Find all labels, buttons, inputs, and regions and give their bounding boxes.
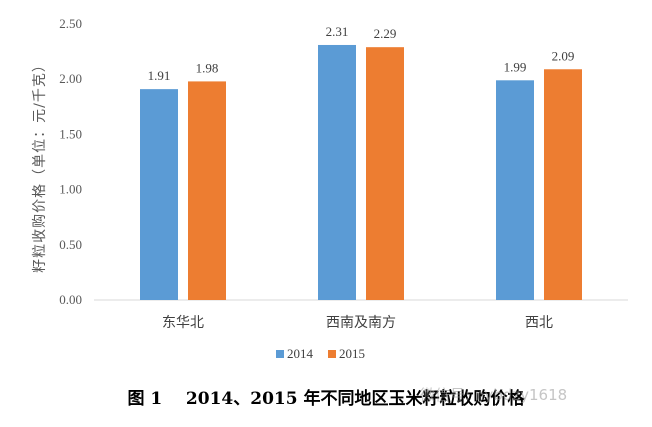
figure-caption: 图 1 2014、2015 年不同地区玉米籽粒收购价格 — [127, 389, 525, 409]
legend-label: 2015 — [339, 346, 365, 361]
bar-2015-1 — [366, 47, 404, 301]
y-tick-label: 1.00 — [59, 182, 82, 197]
category-label: 西南及南方 — [326, 315, 396, 331]
legend: 2014 2015 — [276, 346, 365, 361]
bar-2014-0 — [140, 89, 178, 300]
bar-2014-1 — [318, 44, 356, 301]
watermark: 微信号: nybdzy1618 — [420, 386, 568, 404]
category-label: 东华北 — [162, 315, 204, 331]
y-axis-label: 籽粒收购价格（单位：元/千克） — [32, 57, 48, 273]
data-label: 1.91 — [148, 68, 171, 83]
category-label: 西北 — [525, 315, 553, 331]
data-label: 2.29 — [374, 26, 397, 41]
y-tick-label: 2.00 — [59, 71, 82, 86]
y-tick-label: 0.00 — [59, 292, 82, 307]
data-label: 1.98 — [196, 60, 219, 75]
data-label: 2.31 — [326, 24, 349, 39]
category-labels: 东华北 西南及南方 西北 — [162, 315, 553, 331]
bar-2014-2 — [496, 80, 534, 300]
bar-2015-2 — [544, 69, 582, 300]
data-label: 2.09 — [552, 48, 575, 63]
y-tick-label: 0.50 — [59, 237, 82, 252]
y-tick-labels: 0.00 0.50 1.00 1.50 2.00 2.50 — [59, 16, 82, 307]
data-labels: 1.91 1.98 2.31 2.29 1.99 2.09 — [148, 24, 575, 83]
data-label: 1.99 — [504, 59, 527, 74]
legend-swatch-2015 — [328, 350, 336, 358]
bars — [140, 44, 582, 301]
legend-label: 2014 — [287, 346, 314, 361]
bar-2015-0 — [188, 81, 226, 301]
y-tick-label: 1.50 — [59, 126, 82, 141]
y-tick-label: 2.50 — [59, 16, 82, 31]
bar-chart: 0.00 0.50 1.00 1.50 2.00 2.50 籽粒收购价格（单位：元/千克）… — [32, 16, 628, 361]
legend-swatch-2014 — [276, 350, 284, 358]
